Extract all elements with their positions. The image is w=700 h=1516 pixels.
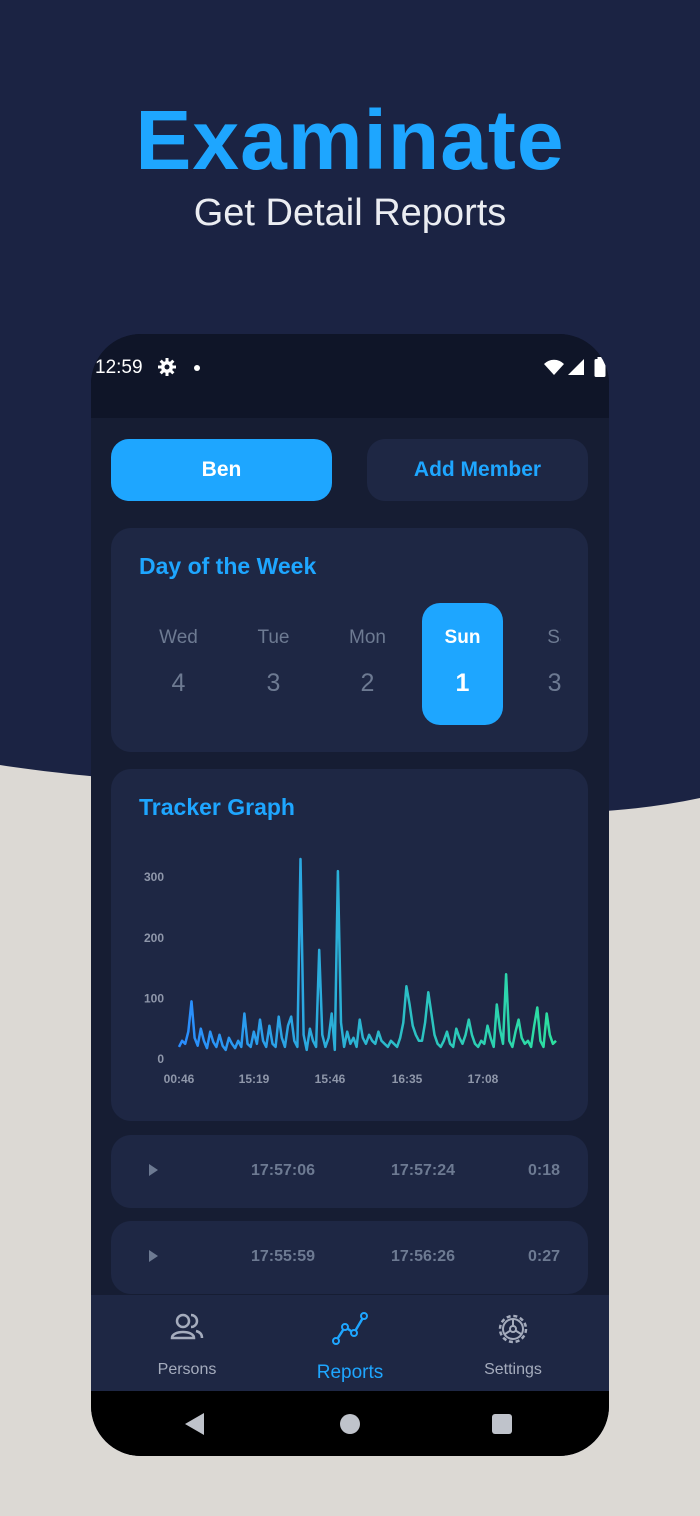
day-name: Sun xyxy=(444,627,481,648)
day-number: 30 xyxy=(547,669,561,697)
bottom-navigation: Persons Reports Settings xyxy=(91,1295,609,1391)
day-of-week-card: Day of the Week Wed 4 Tue 3 Mon 2 Sun 1 xyxy=(111,528,588,752)
back-icon[interactable] xyxy=(185,1413,204,1435)
session-duration: 0:18 xyxy=(527,1162,560,1179)
session-start: 17:57:06 xyxy=(251,1162,316,1179)
nav-reports[interactable]: Reports xyxy=(264,1295,436,1391)
nav-settings-label: Settings xyxy=(484,1361,542,1378)
y-tick-label: 300 xyxy=(144,870,164,884)
session-end: 17:57:24 xyxy=(391,1162,456,1179)
wifi-icon xyxy=(544,359,564,375)
x-tick-label: 15:19 xyxy=(239,1072,270,1086)
day-of-week-title: Day of the Week xyxy=(139,553,317,579)
persons-icon xyxy=(170,1313,204,1340)
day-name: Sat xyxy=(547,627,561,648)
day-name: Wed xyxy=(159,627,198,648)
session-row[interactable]: 17:57:06 17:57:24 0:18 xyxy=(111,1135,588,1208)
day-number: 4 xyxy=(171,669,186,697)
member-ben-button[interactable]: Ben xyxy=(111,439,332,501)
x-tick-label: 15:46 xyxy=(315,1072,346,1086)
notification-dot-icon xyxy=(194,365,200,371)
signal-icon xyxy=(568,359,584,375)
day-name: Mon xyxy=(349,627,386,648)
settings-gear-icon xyxy=(498,1314,528,1344)
battery-icon xyxy=(594,357,606,377)
nav-persons-label: Persons xyxy=(157,1361,217,1378)
day-item-tue[interactable]: Tue 3 xyxy=(233,603,314,725)
day-item-sun-selected[interactable]: Sun 1 xyxy=(422,603,503,725)
recents-icon[interactable] xyxy=(492,1414,512,1434)
system-navigation-bar xyxy=(91,1391,609,1456)
x-tick-label: 00:46 xyxy=(164,1072,195,1086)
nav-reports-label: Reports xyxy=(316,1362,384,1383)
phone-frame: 12:59 Ben Add Member xyxy=(91,334,609,1456)
play-icon[interactable] xyxy=(149,1250,158,1262)
reports-chart-icon xyxy=(332,1312,368,1345)
day-item-wed[interactable]: Wed 4 xyxy=(138,603,219,725)
nav-persons[interactable]: Persons xyxy=(101,1295,273,1391)
day-number: 3 xyxy=(266,669,281,697)
day-number: 2 xyxy=(360,669,375,697)
tracker-graph-card: Tracker Graph 0 100 200 300 00:46 15:19 15:46… xyxy=(111,769,588,1121)
status-time: 12:59 xyxy=(95,357,143,378)
day-number: 1 xyxy=(455,669,470,697)
gear-icon xyxy=(158,358,176,376)
tracker-line-chart: 0 100 200 300 00:46 15:19 15:46 16:35 17:08 xyxy=(144,857,557,1086)
day-name: Tue xyxy=(257,627,290,648)
day-item-mon[interactable]: Mon 2 xyxy=(327,603,408,725)
x-tick-label: 16:35 xyxy=(392,1072,423,1086)
nav-settings[interactable]: Settings xyxy=(427,1295,599,1391)
y-tick-label: 0 xyxy=(157,1052,164,1066)
session-duration: 0:27 xyxy=(527,1248,560,1265)
chart-series-line xyxy=(177,857,557,1052)
promo-subtitle: Get Detail Reports xyxy=(193,192,507,234)
app-screen: Ben Add Member Day of the Week Wed 4 Tue… xyxy=(91,418,609,1295)
add-member-button[interactable]: Add Member xyxy=(367,439,588,501)
home-icon[interactable] xyxy=(340,1414,360,1434)
day-selector[interactable]: Wed 4 Tue 3 Mon 2 Sun 1 Sat 30 xyxy=(131,603,561,728)
y-tick-label: 200 xyxy=(144,931,164,945)
promo-title: Examinate xyxy=(135,93,565,187)
play-icon[interactable] xyxy=(149,1164,158,1176)
session-row[interactable]: 17:55:59 17:56:26 0:27 xyxy=(111,1221,588,1294)
status-bar: 12:59 xyxy=(91,334,609,418)
y-tick-label: 100 xyxy=(144,991,164,1005)
session-end: 17:56:26 xyxy=(391,1248,456,1265)
day-item-sat[interactable]: Sat 30 xyxy=(521,603,561,725)
session-start: 17:55:59 xyxy=(251,1248,316,1265)
tracker-graph-title: Tracker Graph xyxy=(139,794,295,820)
x-tick-label: 17:08 xyxy=(468,1072,499,1086)
